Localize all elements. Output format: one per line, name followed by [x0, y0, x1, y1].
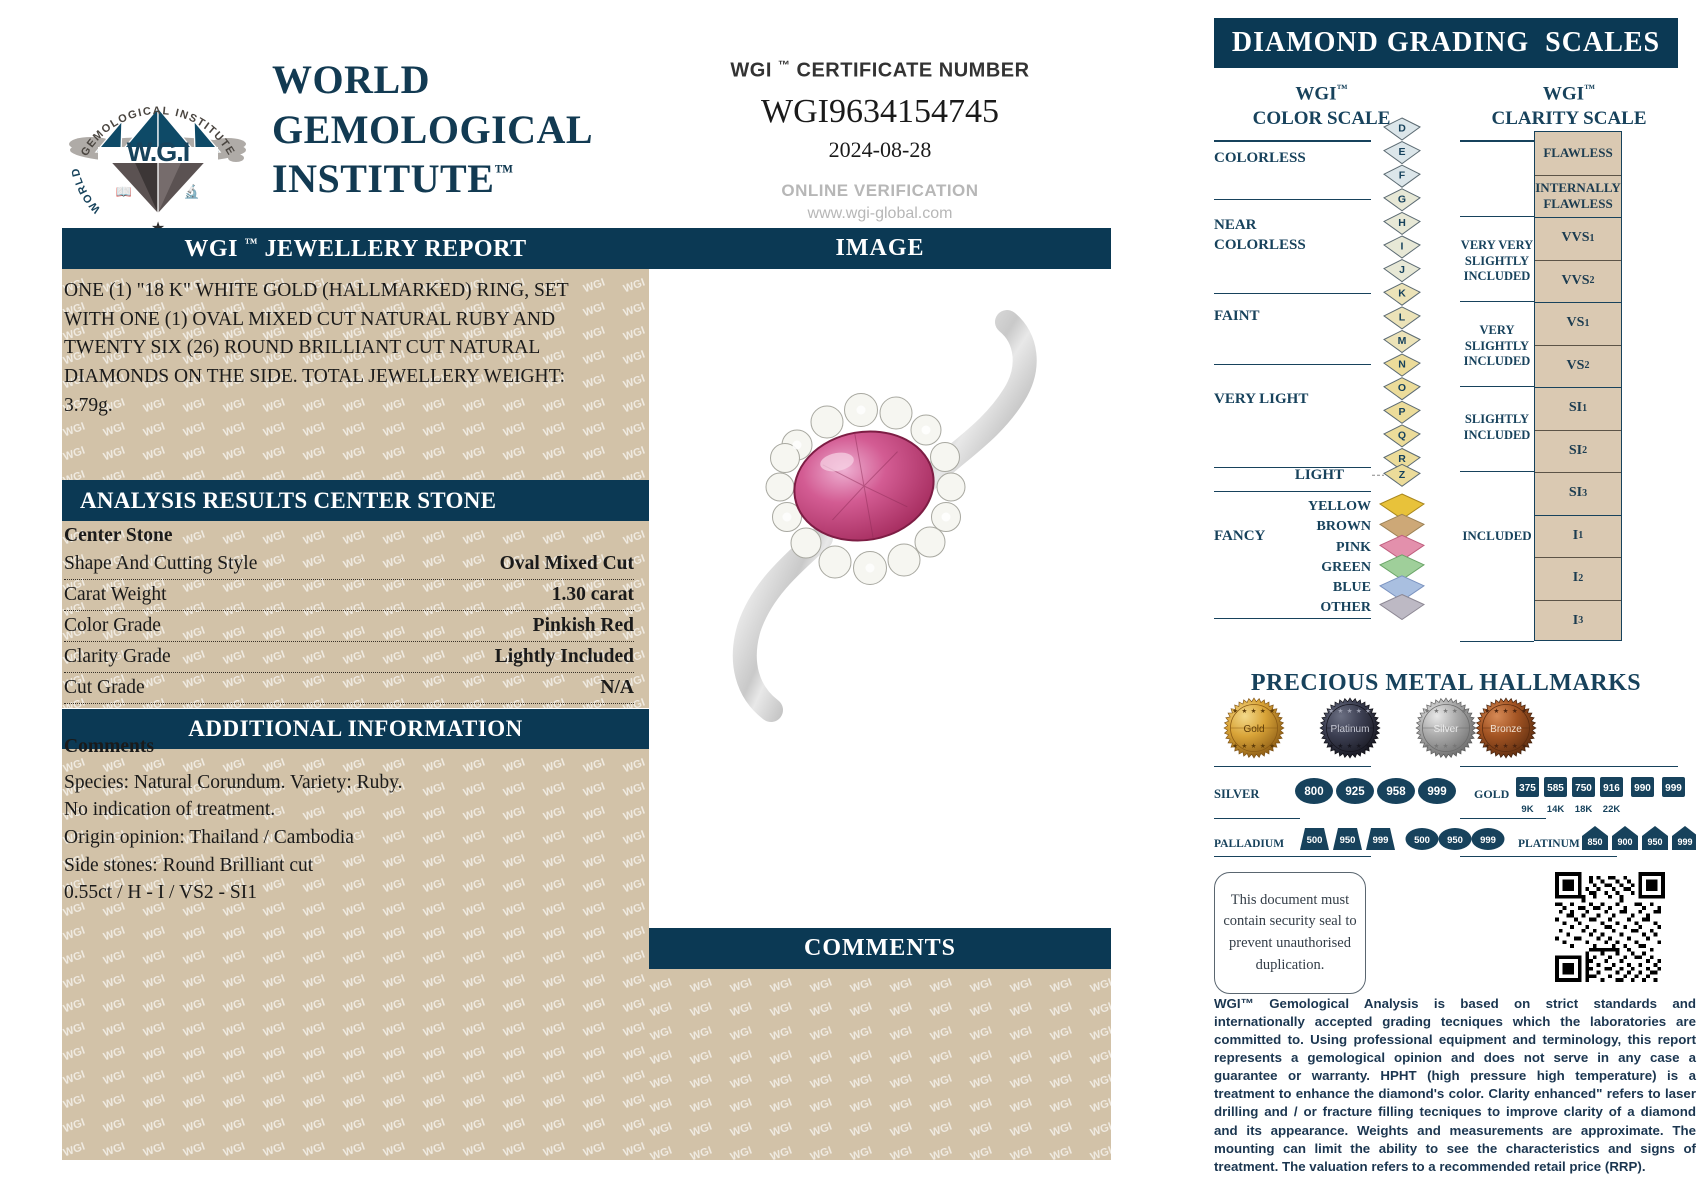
svg-text:900: 900	[1617, 837, 1632, 847]
svg-text:999: 999	[1480, 835, 1496, 846]
svg-text:Gold: Gold	[1243, 724, 1264, 735]
svg-text:500: 500	[1414, 835, 1430, 846]
svg-text:SILVER: SILVER	[1214, 787, 1260, 801]
svg-text:18K: 18K	[1575, 804, 1593, 815]
svg-text:★ ★ ★ ★ ★: ★ ★ ★ ★ ★	[1328, 742, 1372, 750]
svg-text:Bronze: Bronze	[1490, 724, 1522, 735]
svg-text:Q: Q	[1398, 429, 1406, 441]
svg-text:L: L	[1399, 311, 1406, 323]
svg-text:P: P	[1398, 406, 1405, 418]
svg-text:PALLADIUM: PALLADIUM	[1214, 838, 1284, 850]
svg-text:14K: 14K	[1547, 804, 1565, 815]
svg-text:PLATINUM: PLATINUM	[1518, 838, 1580, 850]
svg-text:I: I	[1401, 241, 1404, 253]
svg-text:★ ★ ★ ★ ★: ★ ★ ★ ★ ★	[1232, 707, 1276, 715]
svg-text:916: 916	[1603, 783, 1620, 794]
svg-text:999: 999	[1665, 783, 1682, 794]
svg-text:J: J	[1399, 264, 1405, 276]
svg-text:★ ★ ★ ★ ★: ★ ★ ★ ★ ★	[1424, 707, 1468, 715]
svg-text:★ ★ ★ ★ ★: ★ ★ ★ ★ ★	[1232, 742, 1276, 750]
svg-text:R: R	[1398, 453, 1406, 465]
svg-text:Silver: Silver	[1433, 724, 1459, 735]
svg-text:Z: Z	[1399, 469, 1406, 481]
svg-text:🔬: 🔬	[184, 183, 200, 199]
svg-text:585: 585	[1547, 783, 1564, 794]
svg-text:★ ★ ★ ★ ★: ★ ★ ★ ★ ★	[1424, 742, 1468, 750]
svg-text:D: D	[1398, 123, 1406, 135]
svg-text:990: 990	[1634, 783, 1651, 794]
svg-text:H: H	[1398, 217, 1406, 229]
svg-text:WORLD: WORLD	[69, 166, 103, 216]
svg-text:GOLD: GOLD	[1474, 787, 1510, 801]
svg-text:800: 800	[1304, 786, 1323, 798]
svg-text:K: K	[1398, 288, 1406, 300]
svg-text:22K: 22K	[1603, 804, 1621, 815]
svg-text:500: 500	[1307, 835, 1323, 846]
svg-text:E: E	[1398, 146, 1405, 158]
svg-text:O: O	[1398, 382, 1406, 394]
svg-text:N: N	[1398, 359, 1406, 371]
svg-text:999: 999	[1677, 837, 1692, 847]
svg-text:950: 950	[1340, 835, 1356, 846]
svg-text:★ ★ ★ ★ ★: ★ ★ ★ ★ ★	[1484, 707, 1528, 715]
svg-text:850: 850	[1587, 837, 1602, 847]
svg-text:Platinum: Platinum	[1331, 724, 1370, 735]
svg-text:950: 950	[1647, 837, 1662, 847]
svg-text:W.G.I: W.G.I	[127, 137, 190, 167]
svg-text:950: 950	[1447, 835, 1463, 846]
svg-text:G: G	[1398, 193, 1406, 205]
svg-text:M: M	[1398, 335, 1407, 347]
svg-text:★ ★ ★ ★ ★: ★ ★ ★ ★ ★	[1484, 742, 1528, 750]
svg-text:750: 750	[1575, 783, 1592, 794]
svg-text:925: 925	[1345, 786, 1365, 798]
svg-text:9K: 9K	[1521, 804, 1533, 815]
svg-text:999: 999	[1373, 835, 1389, 846]
svg-text:958: 958	[1386, 786, 1406, 798]
svg-text:F: F	[1399, 170, 1406, 182]
svg-text:375: 375	[1519, 783, 1536, 794]
svg-text:999: 999	[1427, 786, 1446, 798]
svg-text:📖: 📖	[116, 184, 132, 199]
svg-text:★ ★ ★ ★ ★: ★ ★ ★ ★ ★	[1328, 707, 1372, 715]
